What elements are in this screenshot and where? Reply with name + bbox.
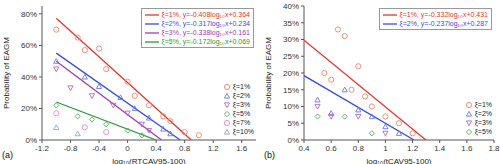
html-text:ξ=5%: ξ=5% — [232, 110, 251, 117]
svg-text:1.2: 1.2 — [407, 144, 419, 153]
svg-text:1.2: 1.2 — [208, 144, 220, 153]
svg-text:log₁₀(tCAV95-100): log₁₀(tCAV95-100) — [366, 157, 431, 164]
html-text:ξ=5%, y=-0.172log₁₀x+0.069: ξ=5%, y=-0.172log₁₀x+0.069 — [161, 38, 250, 45]
html-text:Probability of EAGM: Probability of EAGM — [1, 37, 11, 109]
svg-text:20%: 20% — [21, 104, 37, 113]
svg-text:0%: 0% — [25, 136, 37, 145]
svg-text:0%: 0% — [287, 136, 299, 145]
html-text:ξ=2%, y=-0.317log₁₀x+0.234: ξ=2%, y=-0.317log₁₀x+0.234 — [161, 20, 250, 27]
html-text:ξ=3%: ξ=3% — [474, 119, 492, 126]
html-text:ξ=2%: ξ=2% — [232, 92, 251, 99]
svg-text:-1.2: -1.2 — [35, 144, 49, 153]
svg-text:0.4: 0.4 — [298, 144, 310, 153]
svg-text:40%: 40% — [283, 2, 299, 11]
html-text:ξ=1%: ξ=1% — [474, 101, 492, 108]
svg-text:1.8: 1.8 — [488, 144, 492, 153]
svg-text:-0.4: -0.4 — [92, 144, 106, 153]
svg-text:60%: 60% — [21, 41, 37, 50]
html-text:ξ=2%: ξ=2% — [474, 110, 492, 117]
svg-text:0.6: 0.6 — [326, 144, 338, 153]
svg-text:15%: 15% — [283, 86, 299, 95]
svg-text:35%: 35% — [283, 19, 299, 28]
svg-text:40%: 40% — [21, 73, 37, 82]
html-text:ξ=1%, y=-0.332log₁₀x+0.431: ξ=1%, y=-0.332log₁₀x+0.431 — [399, 11, 488, 18]
html-text:ξ=2%, y=-0.237log₁₀x+0.287: ξ=2%, y=-0.237log₁₀x+0.287 — [399, 20, 488, 27]
html-text:ξ=1%, y=-0.408log₁₀x+0.364: ξ=1%, y=-0.408log₁₀x+0.364 — [161, 11, 250, 18]
html-text:ξ=5%: ξ=5% — [474, 128, 492, 135]
svg-text:80%: 80% — [21, 10, 37, 19]
svg-text:0.8: 0.8 — [353, 144, 365, 153]
html-text:ξ=1%: ξ=1% — [232, 83, 251, 90]
svg-text:20%: 20% — [283, 69, 299, 78]
html-text:ξ=3%, y=-0.338log₁₀x+0.161: ξ=3%, y=-0.338log₁₀x+0.161 — [161, 29, 250, 36]
svg-text:log₁₀(RTCAV95-100): log₁₀(RTCAV95-100) — [112, 157, 186, 164]
html-text:Probability of EAGM: Probability of EAGM — [263, 37, 273, 109]
html-text:ξ=7%: ξ=7% — [232, 119, 251, 126]
html-text:(a): (a) — [2, 150, 13, 160]
svg-text:1.4: 1.4 — [434, 144, 446, 153]
html-text:ξ=10%: ξ=10% — [232, 128, 254, 135]
html-text:ξ=3%: ξ=3% — [232, 101, 251, 108]
svg-text:1.6: 1.6 — [461, 144, 473, 153]
html-text:(b): (b) — [264, 150, 275, 160]
svg-text:1: 1 — [383, 144, 388, 153]
svg-text:0: 0 — [125, 144, 130, 153]
svg-text:-0.8: -0.8 — [64, 144, 78, 153]
svg-text:5%: 5% — [287, 119, 299, 128]
svg-text:0.8: 0.8 — [179, 144, 191, 153]
svg-text:30%: 30% — [283, 35, 299, 44]
svg-text:10%: 10% — [283, 102, 299, 111]
svg-text:25%: 25% — [283, 52, 299, 61]
svg-text:1.6: 1.6 — [236, 144, 248, 153]
svg-text:0.4: 0.4 — [151, 144, 163, 153]
